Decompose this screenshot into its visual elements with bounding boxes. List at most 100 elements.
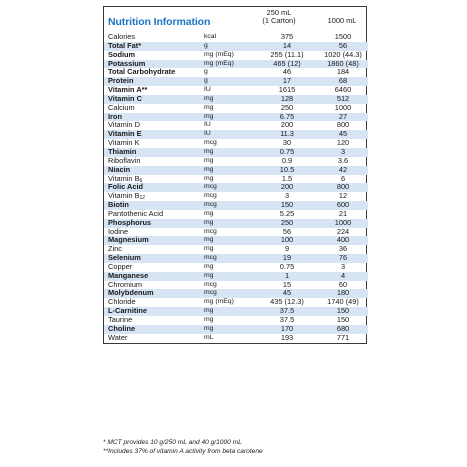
value-1000ml-text: 1860 (48) <box>327 59 359 68</box>
nutrient-unit: mg <box>204 165 256 175</box>
table-row: Total Fat* g 14 56 <box>104 41 368 51</box>
nutrient-name-text: Vitamin A** <box>108 86 148 95</box>
column-header-1000ml: 1000 mL <box>327 16 357 25</box>
value-250ml: 6.75 <box>256 112 318 122</box>
nutrient-unit: mg <box>204 316 256 325</box>
table-row: Vitamin B6 mg 1.5 6 <box>104 175 368 184</box>
nutrient-unit-text: mcg <box>204 280 217 288</box>
value-1000ml-text: 150 <box>336 316 350 324</box>
nutrient-unit-text: mcg <box>204 183 217 191</box>
value-1000ml-text: 3 <box>340 262 346 271</box>
value-250ml-text: 0.75 <box>279 147 295 156</box>
table-row: Total Carbohydrate g 46 184 <box>104 68 368 77</box>
nutrient-unit: mg <box>204 104 256 113</box>
table-row: Magnesium mg 100 400 <box>104 236 368 246</box>
nutrient-name-text: Vitamin C <box>108 94 142 103</box>
nutrient-name-text: Pantothenic Acid <box>108 209 164 218</box>
nutrient-unit-text: g <box>204 41 208 49</box>
value-250ml: 0.75 <box>256 147 318 157</box>
value-1000ml: 150 <box>318 316 368 325</box>
value-1000ml-text: 12 <box>338 192 348 201</box>
table-row: Thiamin mg 0.75 3 <box>104 147 368 157</box>
value-1000ml-text: 1000 <box>334 218 352 227</box>
nutrient-name: Chloride <box>104 298 204 307</box>
nutrient-unit-text: mg <box>204 156 214 164</box>
value-250ml-text: 9 <box>284 245 290 254</box>
nutrition-table: Calories kcal 375 1500 Total Fat* g 14 56 Sodium… <box>104 33 368 343</box>
value-250ml-text: 250 <box>280 218 294 227</box>
nutrient-name-text: Protein <box>108 77 134 86</box>
column-header-250ml-line2: (1 Carton) <box>262 16 296 25</box>
nutrient-unit-text: mg <box>204 174 214 182</box>
value-250ml-text: 0.75 <box>279 262 295 271</box>
value-250ml-text: 193 <box>280 333 294 342</box>
nutrient-name: Vitamin B6 <box>104 175 204 184</box>
nutrient-unit: mcg <box>204 183 256 193</box>
value-1000ml: 42 <box>318 165 368 175</box>
value-250ml-text: 170 <box>280 324 294 333</box>
nutrient-name: Protein <box>104 77 204 87</box>
nutrient-unit-text: mg <box>204 324 214 332</box>
nutrient-unit-text: mg <box>204 103 214 111</box>
nutrient-name: Copper <box>104 263 204 272</box>
value-1000ml-text: 120 <box>336 139 350 148</box>
nutrient-name: Calcium <box>104 104 204 113</box>
nutrient-name-text: Molybdenum <box>108 289 154 298</box>
value-250ml: 3 <box>256 192 318 201</box>
value-1000ml: 4 <box>318 271 368 281</box>
nutrient-unit: mg <box>204 245 256 254</box>
nutrient-unit: mcg <box>204 201 256 210</box>
nutrient-name-text: Total Fat* <box>108 41 142 50</box>
nutrient-unit-text: mg <box>204 112 214 120</box>
value-250ml: 56 <box>256 228 318 237</box>
nutrient-unit-text: mg <box>204 262 214 270</box>
nutrient-unit-text: mg (mEq) <box>204 50 234 58</box>
column-header-250ml: 250 mL (1 Carton) <box>244 9 314 25</box>
nutrient-name-text: Manganese <box>108 271 149 280</box>
value-250ml-text: 30 <box>282 139 292 148</box>
table-row: Folic Acid mcg 200 800 <box>104 183 368 193</box>
value-250ml-text: 150 <box>280 201 294 210</box>
nutrient-name: Vitamin E <box>104 130 204 140</box>
value-250ml-text: 1615 <box>278 86 296 95</box>
value-1000ml-text: 60 <box>338 280 348 289</box>
value-1000ml: 76 <box>318 254 368 263</box>
value-250ml-text: 255 (11.1) <box>270 50 304 59</box>
value-1000ml: 184 <box>318 68 368 77</box>
value-250ml: 100 <box>256 236 318 246</box>
table-row: Vitamin B12 mcg 3 12 <box>104 192 368 201</box>
table-row: Protein g 17 68 <box>104 77 368 87</box>
nutrient-unit: IU <box>204 86 256 95</box>
value-1000ml: 12 <box>318 192 368 201</box>
value-250ml-text: 200 <box>280 121 294 130</box>
value-250ml: 10.5 <box>256 165 318 175</box>
footnote-mct: * MCT provides 10 g/250 mL and 40 g/1000… <box>103 439 242 446</box>
table-row: Chloride mg (mEq) 435 (12.3) 1740 (49) <box>104 298 368 307</box>
value-1000ml: 400 <box>318 236 368 246</box>
nutrient-unit: kcal <box>204 33 256 42</box>
value-1000ml: 771 <box>318 334 368 343</box>
nutrient-unit-text: mL <box>204 333 214 341</box>
nutrient-unit-text: kcal <box>204 33 217 40</box>
value-250ml: 37.5 <box>256 316 318 325</box>
nutrient-name: Molybdenum <box>104 289 204 299</box>
value-250ml: 150 <box>256 201 318 210</box>
nutrient-name-text: Water <box>108 333 128 342</box>
nutrient-unit-text: g <box>204 68 208 76</box>
nutrient-name: Iron <box>104 112 204 122</box>
value-250ml: 200 <box>256 183 318 193</box>
value-1000ml: 6 <box>318 175 368 184</box>
value-250ml-text: 46 <box>282 68 292 77</box>
value-250ml-text: 14 <box>282 41 292 50</box>
nutrient-name: Calories <box>104 33 204 42</box>
table-row: Phosphorus mg 250 1000 <box>104 218 368 228</box>
value-1000ml-text: 36 <box>338 245 348 254</box>
nutrient-name: Riboflavin <box>104 157 204 166</box>
nutrient-name: Choline <box>104 324 204 334</box>
value-250ml: 128 <box>256 94 318 104</box>
value-250ml: 11.3 <box>256 130 318 140</box>
nutrient-unit: IU <box>204 130 256 140</box>
value-250ml: 1 <box>256 271 318 281</box>
value-250ml: 46 <box>256 68 318 77</box>
value-250ml: 250 <box>256 104 318 113</box>
